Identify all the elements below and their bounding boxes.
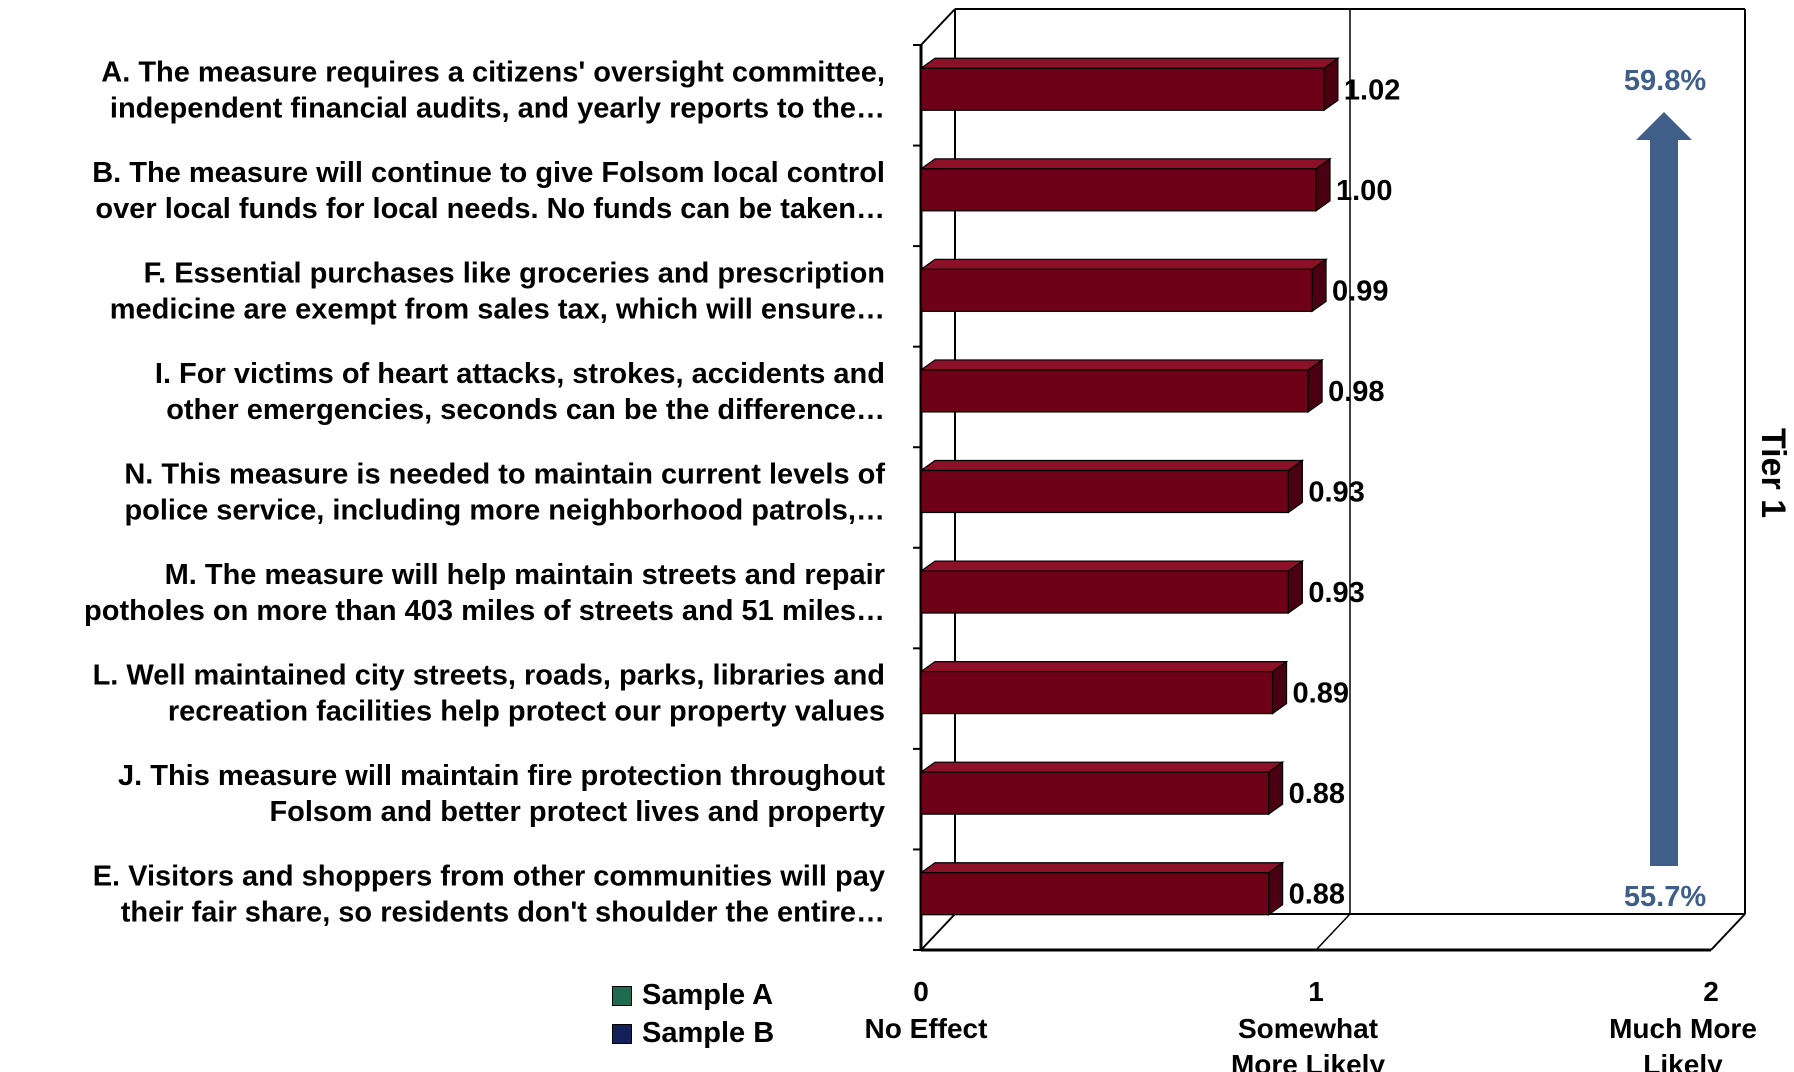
legend-item-sample-a: Sample A	[612, 979, 773, 1012]
x-tick-label: No Effect	[865, 1013, 988, 1044]
bar-side-face	[1271, 660, 1288, 715]
frame-top-left-edge	[920, 8, 956, 46]
value-label: 0.89	[1293, 678, 1349, 710]
category-label: L. Well maintained city streets, roads, …	[93, 660, 885, 692]
bar-top-face	[919, 57, 1340, 69]
category-label: J. This measure will maintain fire prote…	[118, 760, 885, 792]
category-label: B. The measure will continue to give Fol…	[92, 157, 885, 189]
category-label: N. This measure is needed to maintain cu…	[124, 459, 885, 491]
bar-top-face	[919, 761, 1285, 773]
category-label: other emergencies, seconds can be the di…	[166, 394, 885, 426]
floor-right-edge	[1710, 913, 1746, 951]
bar-side-face	[1287, 559, 1303, 615]
x-tick-number: 1	[1308, 976, 1324, 1007]
floor-left-edge	[920, 913, 956, 951]
legend-swatch-sample-a	[612, 985, 632, 1006]
bar-side-face	[1287, 459, 1303, 514]
bar	[919, 459, 1305, 514]
x-tick-label: Likely	[1643, 1049, 1723, 1072]
category-label: I. For victims of heart attacks, strokes…	[155, 358, 885, 390]
value-label: 0.93	[1308, 477, 1364, 509]
value-label: 0.88	[1289, 879, 1345, 911]
bar-top-face	[919, 258, 1328, 270]
bar	[919, 660, 1289, 715]
bar-front-face	[920, 771, 1270, 815]
bar-front-face	[920, 872, 1270, 916]
bar-front-face	[920, 570, 1289, 614]
value-labels: 1.02 1.00 0.99 0.98 0.93 0.93 0.89 0.88 0.88	[1289, 74, 1401, 910]
bar-top-face	[919, 459, 1305, 472]
category-label: police service, including more neighborh…	[124, 495, 885, 527]
bar	[919, 761, 1285, 816]
bar	[919, 559, 1305, 615]
bar	[919, 157, 1332, 212]
category-label: independent financial audits, and yearly…	[110, 92, 885, 124]
category-label: their fair share, so residents don't sho…	[121, 897, 885, 929]
category-label: over local funds for local needs. No fun…	[95, 193, 885, 225]
category-label: potholes on more than 403 miles of stree…	[84, 595, 885, 627]
bar-top-face	[919, 560, 1305, 572]
bar-front-face	[920, 369, 1309, 413]
legend-item-sample-b: Sample B	[612, 1017, 774, 1050]
value-label: 0.98	[1328, 376, 1384, 408]
x-tick-label: Much More	[1609, 1013, 1757, 1044]
category-label: E. Visitors and shoppers from other comm…	[93, 861, 885, 893]
bars	[919, 57, 1340, 916]
value-label: 1.02	[1344, 74, 1400, 106]
category-label: A. The measure requires a citizens' over…	[101, 56, 885, 88]
gridline-1-floor	[1315, 913, 1351, 951]
category-label: M. The measure will help maintain street…	[165, 559, 885, 591]
value-label: 1.00	[1336, 175, 1392, 207]
bar-side-face	[1307, 358, 1323, 414]
bar-front-face	[920, 67, 1325, 111]
category-label: F. Essential purchases like groceries an…	[144, 257, 885, 289]
category-label: medicine are exempt from sales tax, whic…	[110, 293, 885, 325]
bar	[919, 258, 1328, 313]
legend-swatch-sample-b	[612, 1023, 632, 1044]
bar-side-face	[1315, 157, 1331, 212]
arrow-bottom-label: 55.7%	[1624, 881, 1706, 913]
x-axis-ticks: 0 No Effect 1 Somewhat More Likely 2 Much More…	[865, 976, 1757, 1072]
bar	[919, 861, 1285, 916]
bar-front-face	[920, 671, 1274, 715]
bar-side-face	[1311, 258, 1327, 313]
bar-top-face	[919, 359, 1324, 371]
category-label: recreation facilities help protect our p…	[168, 696, 885, 728]
value-label: 0.93	[1308, 577, 1364, 609]
bar	[919, 57, 1340, 112]
bar-front-face	[920, 469, 1289, 514]
x-tick-number: 2	[1703, 976, 1719, 1007]
tier-label: Tier 1	[1754, 428, 1792, 518]
bar-front-face	[920, 268, 1313, 312]
bar-side-face	[1267, 761, 1284, 816]
value-label: 0.99	[1332, 275, 1388, 307]
bar-front-face	[920, 168, 1317, 212]
arrow-head	[1636, 112, 1692, 140]
legend-label-sample-b: Sample B	[642, 1017, 775, 1049]
bar-top-face	[919, 158, 1332, 170]
bar	[919, 358, 1324, 414]
category-label: Folsom and better protect lives and prop…	[269, 796, 885, 828]
legend-label-sample-a: Sample A	[642, 979, 774, 1011]
arrow-top-label: 59.8%	[1624, 65, 1706, 97]
category-labels: A. The measure requires a citizens' over…	[84, 56, 885, 928]
bar-top-face	[919, 862, 1285, 874]
arrow-shaft	[1650, 136, 1678, 866]
bar-side-face	[1267, 861, 1284, 916]
bar-top-face	[919, 661, 1289, 673]
x-tick-label: More Likely	[1231, 1049, 1385, 1072]
x-tick-number: 0	[913, 976, 929, 1007]
bar-side-face	[1323, 57, 1339, 112]
tier-arrow: 59.8% 55.7%	[1624, 65, 1706, 913]
value-label: 0.88	[1289, 778, 1345, 810]
x-tick-label: Somewhat	[1238, 1013, 1378, 1044]
